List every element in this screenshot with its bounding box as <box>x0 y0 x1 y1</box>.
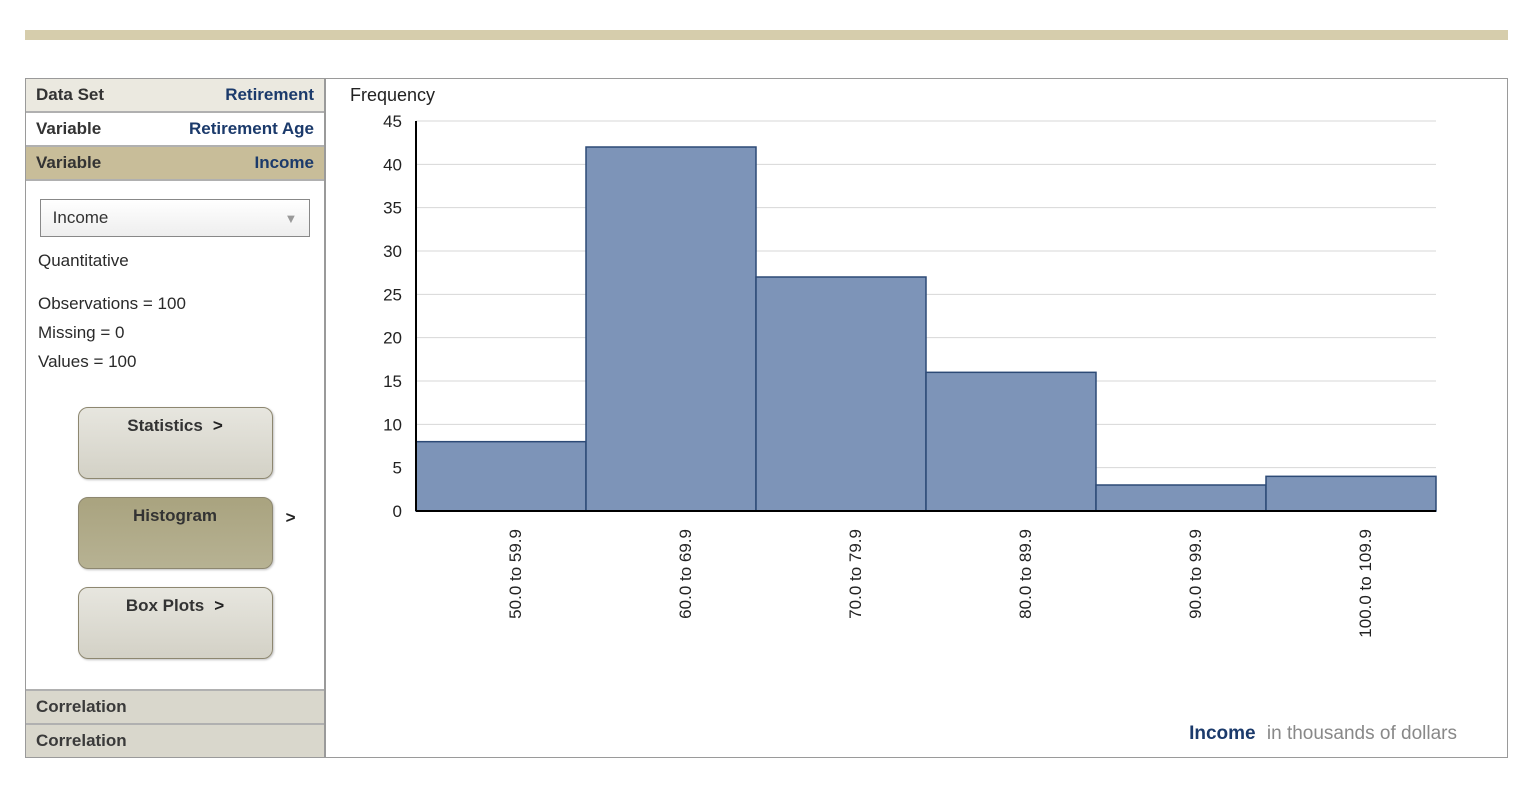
sidebar-row-dataset[interactable]: Data Set Retirement <box>26 79 324 113</box>
sidebar-row-variable-1[interactable]: Variable Retirement Age <box>26 113 324 147</box>
svg-text:10: 10 <box>383 415 402 434</box>
dropdown-selected: Income <box>53 208 109 228</box>
x-variable-units: in thousands of dollars <box>1267 723 1457 744</box>
chevron-right-icon: > <box>213 416 223 436</box>
sidebar-row-label: Data Set <box>36 85 104 105</box>
histogram-chart: 0 5 10 15 20 25 30 35 40 45 50.0 to 59.9 60.0 to 69… <box>346 91 1466 651</box>
svg-text:20: 20 <box>383 329 402 348</box>
x-variable-name: Income <box>1189 723 1256 744</box>
statistics-button[interactable]: Statistics > <box>78 407 273 479</box>
svg-text:50.0 to 59.9: 50.0 to 59.9 <box>506 529 525 619</box>
chart-area: Frequency 0 5 10 15 20 25 30 35 40 45 50.0 to 59.9… <box>326 79 1507 757</box>
button-label: Statistics <box>127 416 203 436</box>
chevron-down-icon: ▼ <box>284 211 297 226</box>
svg-text:45: 45 <box>383 112 402 131</box>
svg-text:40: 40 <box>383 155 402 174</box>
sidebar-row-value: Retirement <box>225 85 314 105</box>
svg-text:90.0 to 99.9: 90.0 to 99.9 <box>1186 529 1205 619</box>
chevron-right-icon: > <box>214 596 224 616</box>
sidebar-body: Income ▼ Quantitative Observations = 100… <box>26 181 324 689</box>
y-axis-title: Frequency <box>350 85 435 106</box>
sidebar-row-variable-2[interactable]: Variable Income <box>26 147 324 181</box>
values-line: Values = 100 <box>38 348 312 377</box>
sidebar-row-label: Variable <box>36 119 101 139</box>
sidebar-footer-correlation-2[interactable]: Correlation <box>26 723 324 757</box>
sidebar-row-value: Income <box>254 153 314 173</box>
variable-type: Quantitative <box>38 247 312 276</box>
sidebar: Data Set Retirement Variable Retirement … <box>26 79 326 757</box>
svg-text:70.0 to 79.9: 70.0 to 79.9 <box>846 529 865 619</box>
sidebar-row-label: Variable <box>36 153 101 173</box>
svg-text:15: 15 <box>383 372 402 391</box>
x-axis-caption: Income in thousands of dollars <box>1189 723 1457 745</box>
variable-meta: Quantitative Observations = 100 Missing … <box>34 247 316 377</box>
svg-text:80.0 to 89.9: 80.0 to 89.9 <box>1016 529 1035 619</box>
main-panel: Data Set Retirement Variable Retirement … <box>25 78 1508 758</box>
chevron-right-icon: > <box>286 508 296 528</box>
button-label: Histogram <box>133 506 217 526</box>
histogram-button[interactable]: Histogram > <box>78 497 273 569</box>
svg-text:0: 0 <box>393 502 402 521</box>
accent-bar <box>25 30 1508 40</box>
button-label: Box Plots <box>126 596 204 616</box>
svg-text:25: 25 <box>383 285 402 304</box>
variable-dropdown[interactable]: Income ▼ <box>40 199 311 237</box>
boxplots-button[interactable]: Box Plots > <box>78 587 273 659</box>
missing-line: Missing = 0 <box>38 319 312 348</box>
tool-buttons: Statistics > Histogram > Box Plots > <box>34 407 316 659</box>
observations-line: Observations = 100 <box>38 290 312 319</box>
svg-text:100.0 to 109.9: 100.0 to 109.9 <box>1356 529 1375 638</box>
svg-text:35: 35 <box>383 199 402 218</box>
sidebar-row-value: Retirement Age <box>189 119 314 139</box>
svg-text:30: 30 <box>383 242 402 261</box>
sidebar-footer-correlation-1[interactable]: Correlation <box>26 689 324 723</box>
svg-text:60.0 to 69.9: 60.0 to 69.9 <box>676 529 695 619</box>
svg-text:5: 5 <box>393 459 402 478</box>
